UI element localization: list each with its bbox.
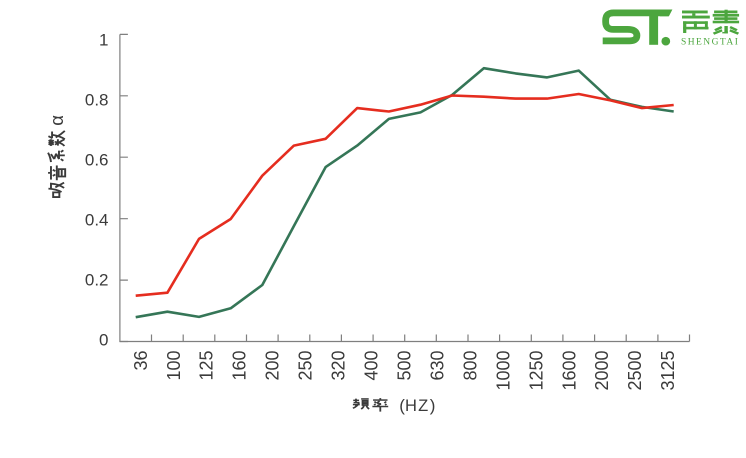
svg-text:0.6: 0.6	[85, 150, 109, 169]
svg-text:125: 125	[197, 351, 217, 381]
svg-text:36: 36	[131, 351, 151, 371]
svg-text:250: 250	[296, 351, 316, 381]
svg-text:α: α	[46, 115, 67, 126]
svg-text:(: (	[399, 396, 405, 415]
svg-text:): )	[430, 396, 436, 415]
svg-text:200: 200	[263, 351, 283, 381]
svg-text:320: 320	[329, 351, 349, 381]
svg-text:3125: 3125	[658, 351, 678, 391]
svg-text:1: 1	[99, 30, 108, 49]
svg-text:0.4: 0.4	[85, 210, 109, 229]
svg-text:1000: 1000	[493, 351, 513, 391]
svg-text:HZ: HZ	[405, 397, 429, 415]
svg-text:800: 800	[460, 351, 480, 381]
svg-text:1250: 1250	[526, 351, 546, 391]
svg-text:100: 100	[164, 351, 184, 381]
svg-text:160: 160	[230, 351, 250, 381]
svg-text:SHENGTAI: SHENGTAI	[681, 38, 739, 48]
svg-text:0.8: 0.8	[85, 90, 109, 109]
svg-text:0.2: 0.2	[85, 270, 109, 289]
svg-text:2500: 2500	[625, 351, 645, 391]
svg-text:630: 630	[427, 351, 447, 381]
svg-text:500: 500	[395, 351, 415, 381]
svg-text:400: 400	[362, 351, 382, 381]
svg-text:2000: 2000	[592, 351, 612, 391]
svg-text:0: 0	[99, 330, 108, 349]
svg-text:1600: 1600	[559, 351, 579, 391]
